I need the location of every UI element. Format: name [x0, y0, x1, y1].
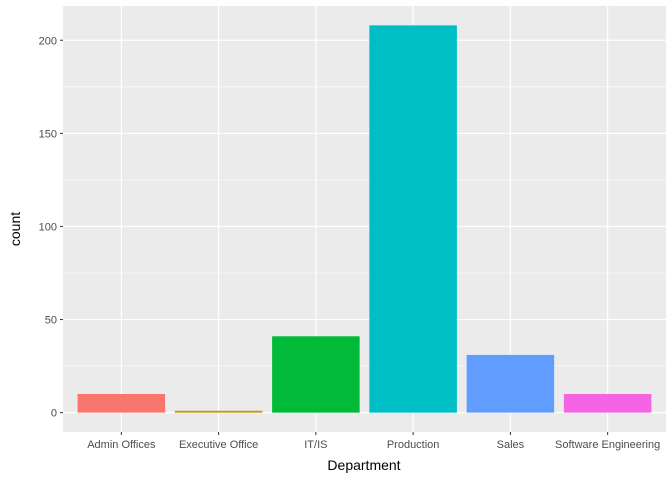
- bar: [466, 354, 555, 413]
- bar: [77, 394, 166, 413]
- y-axis-title: count: [7, 212, 23, 246]
- y-tick-label: 0: [51, 408, 57, 420]
- y-axis: 0 50 100 150 200: [39, 35, 63, 420]
- y-tick-label: 100: [39, 221, 57, 233]
- y-tick-label: 50: [45, 315, 57, 327]
- plot-panel: [63, 6, 666, 432]
- bar: [369, 25, 457, 413]
- y-tick-label: 200: [39, 35, 57, 47]
- x-axis: Admin Offices Executive Office IT/IS Produc…: [87, 432, 660, 451]
- bar: [174, 410, 263, 413]
- x-tick-label: Executive Office: [179, 439, 258, 451]
- y-tick-label: 150: [39, 128, 57, 140]
- bar: [272, 336, 360, 413]
- bars: [77, 25, 652, 413]
- x-tick-label: Admin Offices: [87, 439, 156, 451]
- x-tick-label: IT/IS: [304, 439, 327, 451]
- x-tick-label: Production: [387, 439, 440, 451]
- x-tick-label: Software Engineering: [555, 439, 660, 451]
- x-axis-title: Department: [327, 457, 400, 473]
- bar: [563, 394, 652, 413]
- x-tick-label: Sales: [497, 439, 525, 451]
